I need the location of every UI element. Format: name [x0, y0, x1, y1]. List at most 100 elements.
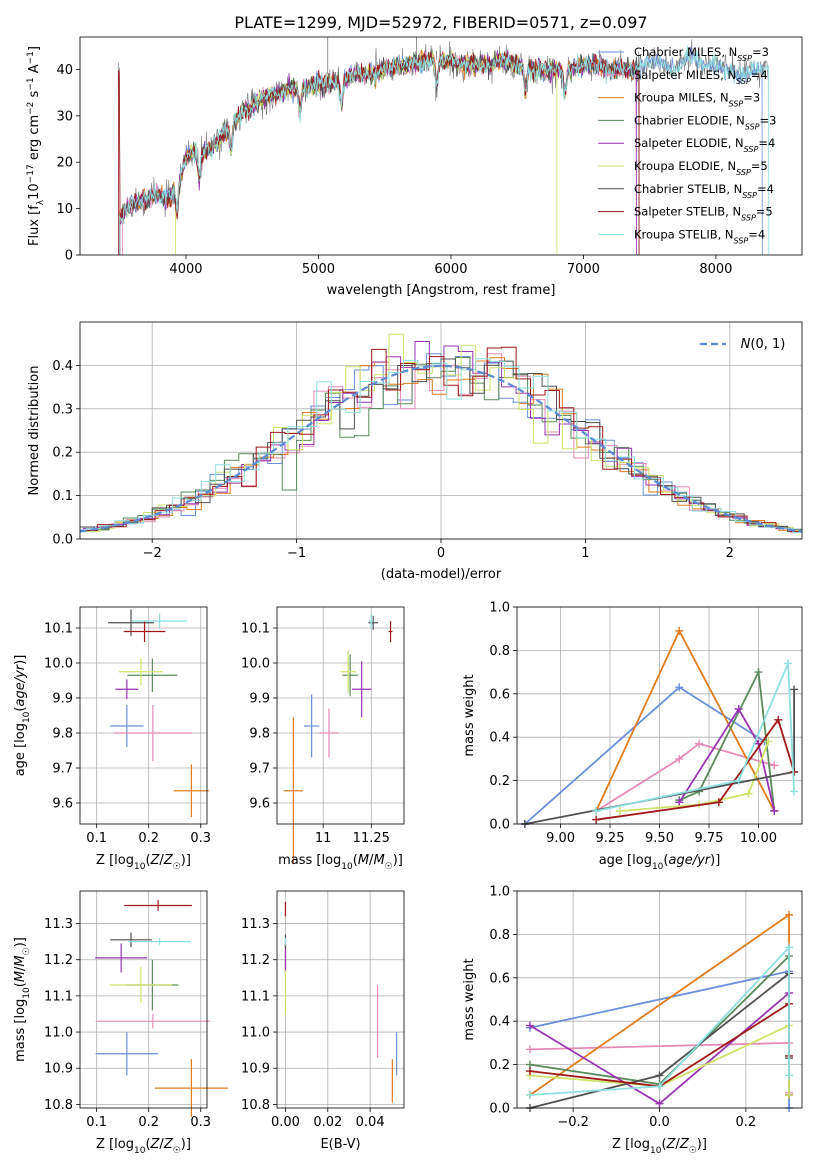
y-tick-label: 0.0 [489, 818, 510, 833]
y-tick-label: 1.0 [489, 601, 510, 616]
axes-frame [79, 606, 208, 825]
legend-sub: SSP [745, 122, 760, 131]
legend-label-kroupa-miles: Kroupa MILES, NSSP=3 [634, 91, 760, 109]
label-part: age/yr [668, 853, 711, 868]
y-tick-label: 10.0 [241, 657, 270, 672]
y-axis-label: Normed distribution [27, 366, 42, 496]
x-tick-label: 5000 [302, 262, 335, 277]
label-part: N [741, 337, 751, 352]
legend-text: Chabrier STELIB, N [634, 182, 742, 196]
label-part: )] [13, 937, 28, 947]
y-tick-label: 1.0 [489, 885, 510, 900]
label-part: / [13, 966, 28, 971]
y-tick-label: 0.2 [52, 446, 73, 461]
label-part: Z [163, 853, 174, 868]
label-part: 10 [134, 862, 146, 872]
weight-marker [784, 659, 793, 668]
axes-weight_Z: −0.2 0.0 0.20.00.20.40.60.81.0Z [log10(Z/Z… [462, 885, 803, 1156]
x-tick-label: 0.3 [190, 1115, 211, 1130]
weight-marker [785, 1090, 794, 1099]
weight-marker [785, 943, 794, 952]
legend-sub: SSP [729, 99, 744, 108]
label-part: / [159, 853, 164, 868]
legend-text: =5 [756, 205, 773, 219]
weight-line-kroupa-stelib [529, 945, 790, 1096]
label-part: 10 [27, 183, 42, 200]
label-part: −2 [26, 102, 36, 115]
y-tick-label: 0.1 [52, 489, 73, 504]
histogram-chabrier-miles [80, 353, 802, 531]
errorbar-salpeter-miles [95, 1013, 211, 1029]
y-tick-label: 9.6 [249, 797, 270, 812]
weight-marker [770, 761, 779, 770]
errorbar-kroupa-elodie [340, 650, 356, 693]
label-part: (0, 1) [750, 337, 785, 352]
x-tick-label: 8000 [699, 262, 732, 277]
weight-marker [525, 1045, 534, 1054]
y-tick-label: 10.1 [44, 622, 73, 637]
label-part: ( [145, 1137, 150, 1152]
x-tick-label: 0.00 [271, 1115, 300, 1130]
x-tick-label: 0.2 [138, 1115, 159, 1130]
label-part: )] [393, 853, 403, 868]
axes-mass_Z: 0.1 0.2 0.310.810.911.011.111.211.3Z [log1… [13, 890, 228, 1156]
label-part: ( [13, 707, 28, 712]
weight-marker [774, 715, 783, 724]
y-axis-label: mass weight [462, 674, 477, 756]
y-tick-label: 0.6 [489, 687, 510, 702]
label-part: ( [663, 853, 668, 868]
x-tick-label: −0.2 [557, 1115, 589, 1130]
x-tick-label: −1 [287, 546, 306, 561]
x-tick-label: 0.04 [356, 1115, 385, 1130]
y-tick-label: 11.3 [44, 917, 73, 932]
axes-frame [79, 36, 803, 256]
label-part: M [373, 853, 384, 868]
weight-marker [764, 737, 773, 746]
label-part: Flux [f [27, 205, 42, 246]
errorbar-kroupa-miles [283, 717, 303, 865]
legend-label-salpeter-stelib: Salpeter STELIB, NSSP=5 [634, 205, 773, 223]
y-tick-label: 0.2 [489, 774, 510, 789]
x-axis-label: (data-model)/error [381, 567, 502, 582]
axes-frame [79, 321, 803, 540]
label-part: ☉ [173, 862, 181, 872]
label-part: −1 [26, 77, 36, 90]
label-part: mass [log [278, 853, 341, 868]
label-part: mass [log [13, 999, 28, 1062]
label-part: Z [150, 853, 161, 868]
label-part: Z [log [96, 1137, 134, 1152]
x-tick-label: 4000 [169, 262, 202, 277]
label-part: Z [log [612, 1137, 650, 1152]
axes-frame [516, 890, 803, 1109]
x-tick-label: 0.2 [736, 1115, 757, 1130]
legend-label-salpeter-miles: Salpeter MILES, NSSP=4 [634, 68, 768, 86]
errorbar-kroupa-elodie [119, 658, 163, 686]
legend-label-chabrier-stelib: Chabrier STELIB, NSSP=4 [634, 182, 774, 200]
label-part: Z [163, 1137, 174, 1152]
label-part: ☉ [173, 1146, 181, 1156]
axes-frame [276, 606, 405, 825]
weight-line-salpeter-stelib [596, 717, 795, 821]
weight-marker [675, 683, 684, 692]
weight-marker [734, 704, 743, 713]
weight-marker [675, 798, 684, 807]
figure-title: PLATE=1299, MJD=52972, FIBERID=0571, z=0… [234, 13, 647, 32]
label-part: )] [181, 1137, 191, 1152]
label-part: λ [36, 199, 46, 205]
label-part: 10 [22, 711, 32, 723]
y-tick-label: 0.8 [489, 644, 510, 659]
label-part: M [13, 955, 28, 966]
errorbar-salpeter-elodie [352, 661, 372, 718]
y-tick-label: 0.0 [52, 533, 73, 548]
weight-line-kroupa-stelib [596, 663, 795, 812]
legend-text: =3 [743, 91, 760, 105]
errorbar-chabrier-stelib [368, 615, 379, 630]
label-part: ☉ [22, 947, 32, 955]
label-part: A [27, 64, 42, 77]
x-axis-label: age [log10(age/yr)] [599, 853, 721, 872]
errorbar-salpeter-elodie [115, 679, 139, 700]
label-part: )] [13, 655, 28, 665]
y-tick-label: 10 [56, 202, 73, 217]
legend-sub: SSP [742, 190, 757, 199]
